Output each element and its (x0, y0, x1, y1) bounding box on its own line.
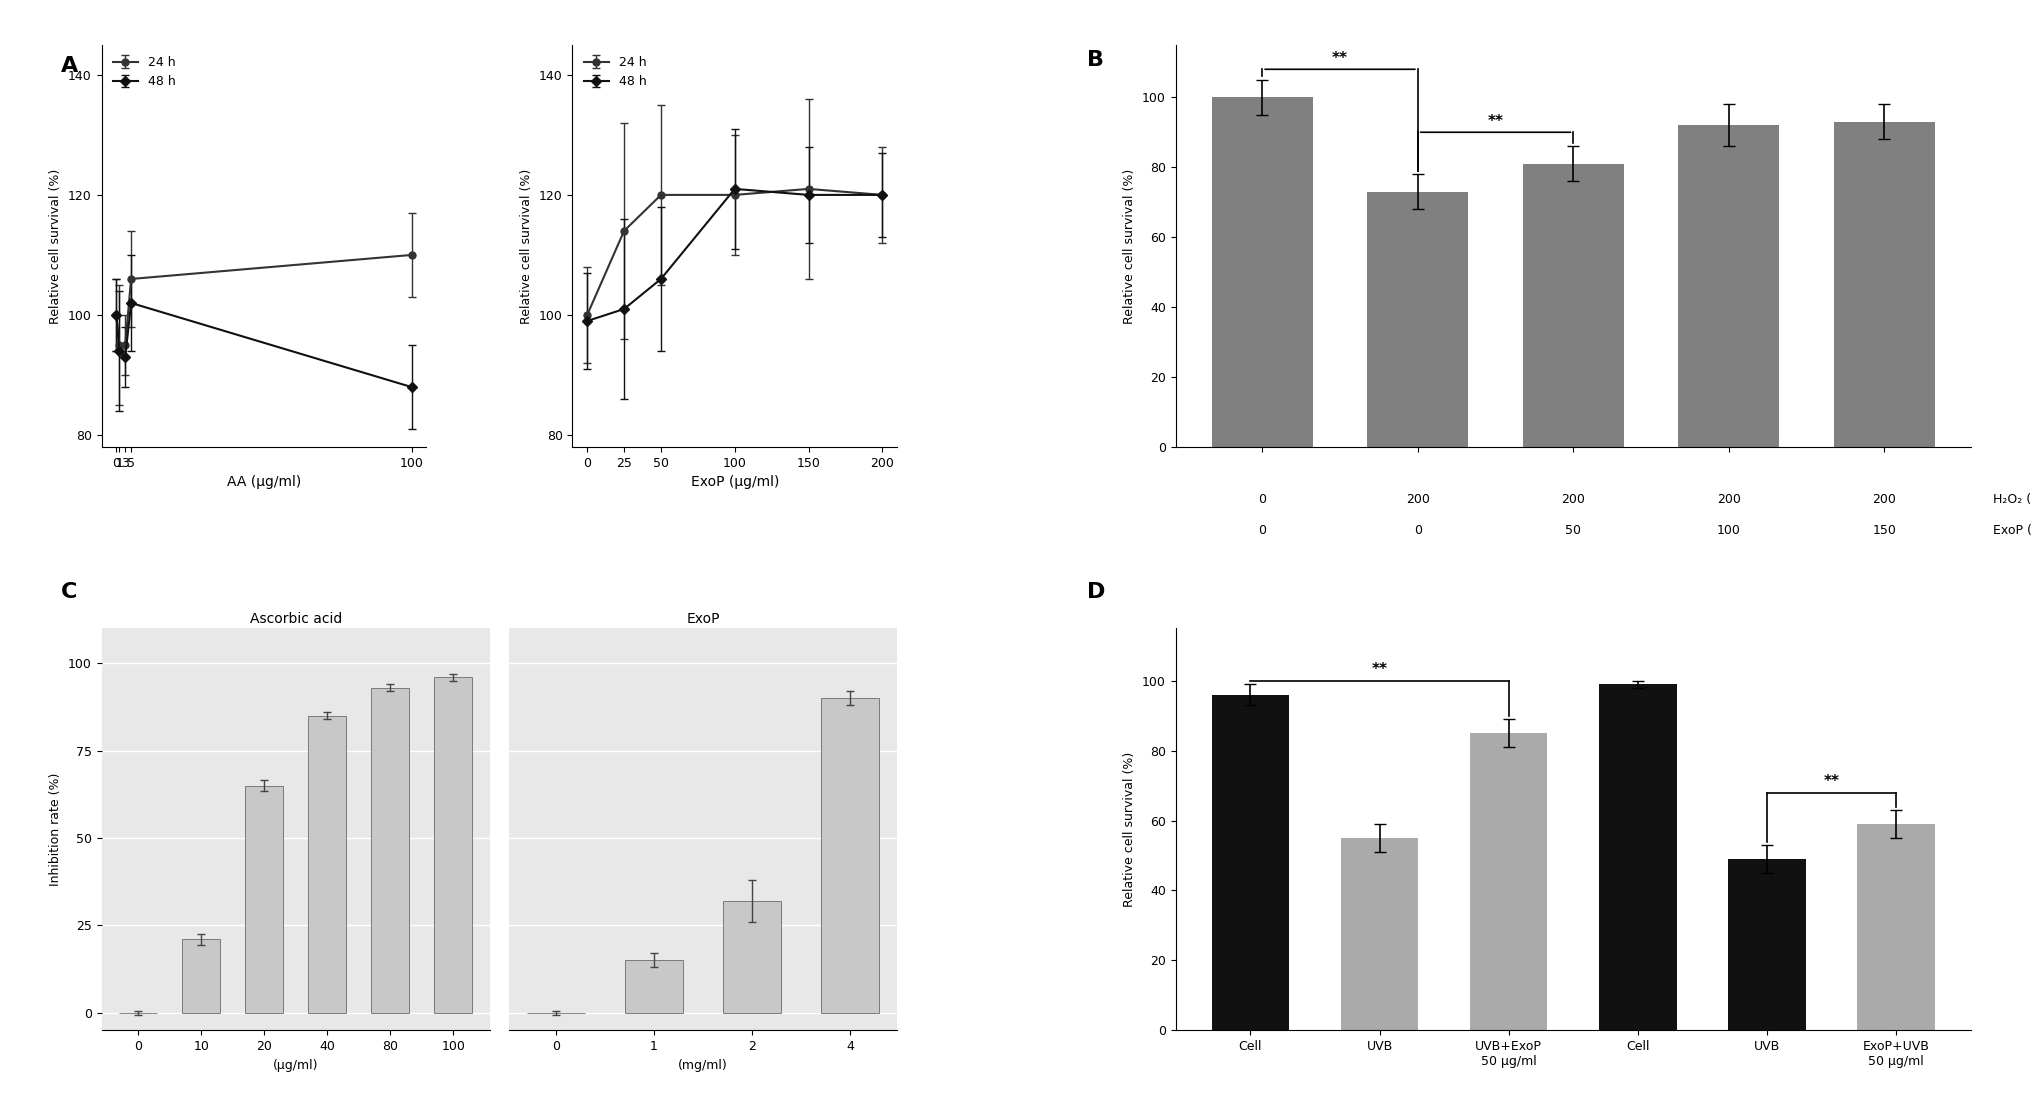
Text: 0: 0 (1414, 524, 1422, 538)
X-axis label: ExoP (μg/ml): ExoP (μg/ml) (691, 475, 778, 489)
Text: 200: 200 (1871, 493, 1896, 505)
Text: 200: 200 (1406, 493, 1431, 505)
Text: C: C (61, 582, 77, 603)
Bar (246, 785, 282, 1012)
Text: **: ** (1333, 50, 1347, 66)
Bar (1857, 824, 1934, 1030)
Legend: 24 h, 48 h: 24 h, 48 h (579, 52, 652, 93)
X-axis label: AA (μg/ml): AA (μg/ml) (228, 475, 301, 489)
X-axis label: (mg/ml): (mg/ml) (679, 1058, 727, 1072)
Bar (309, 716, 345, 1012)
Bar (821, 698, 880, 1012)
Bar (372, 688, 408, 1012)
Text: B: B (1087, 50, 1103, 71)
Bar (1729, 859, 1806, 1030)
Bar (1833, 122, 1934, 447)
Y-axis label: Relative cell survival (%): Relative cell survival (%) (520, 168, 532, 324)
Bar (1211, 694, 1288, 1030)
Text: 200: 200 (1561, 493, 1585, 505)
Text: 200: 200 (1717, 493, 1741, 505)
Text: D: D (1087, 582, 1105, 603)
Title: ExoP: ExoP (687, 612, 719, 626)
Text: ExoP (μg/ml): ExoP (μg/ml) (1993, 524, 2032, 538)
Bar (183, 940, 219, 1012)
Text: 150: 150 (1871, 524, 1896, 538)
Bar (1341, 838, 1418, 1030)
Y-axis label: Relative cell survival (%): Relative cell survival (%) (1124, 168, 1136, 324)
X-axis label: (μg/ml): (μg/ml) (272, 1058, 319, 1072)
Bar (1599, 684, 1676, 1030)
Text: 0: 0 (1258, 524, 1266, 538)
Text: 100: 100 (1717, 524, 1741, 538)
Text: 0: 0 (1258, 493, 1266, 505)
Bar (1678, 125, 1780, 447)
Text: 50: 50 (1565, 524, 1581, 538)
Bar (723, 900, 782, 1012)
Y-axis label: Relative cell survival (%): Relative cell survival (%) (1124, 752, 1136, 907)
Title: Ascorbic acid: Ascorbic acid (250, 612, 341, 626)
Text: **: ** (1487, 114, 1504, 129)
Bar (1522, 164, 1624, 447)
Text: **: ** (1823, 774, 1839, 788)
Text: A: A (61, 56, 77, 76)
Bar (435, 678, 471, 1012)
Bar (1368, 192, 1469, 447)
Legend: 24 h, 48 h: 24 h, 48 h (108, 52, 181, 93)
Text: H₂O₂ (μM): H₂O₂ (μM) (1993, 493, 2032, 505)
Y-axis label: Inhibition rate (%): Inhibition rate (%) (49, 773, 63, 886)
Bar (1211, 97, 1313, 447)
Bar (1469, 734, 1548, 1030)
Bar (624, 961, 683, 1012)
Text: **: ** (1372, 662, 1388, 678)
Y-axis label: Relative cell survival (%): Relative cell survival (%) (49, 168, 63, 324)
